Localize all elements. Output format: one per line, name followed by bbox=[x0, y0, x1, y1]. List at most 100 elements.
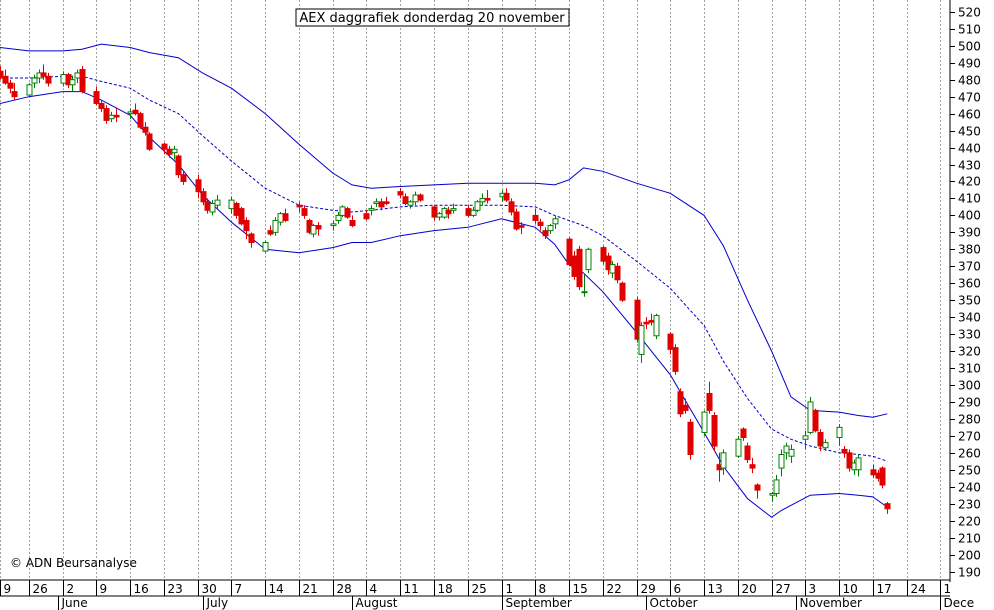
time-tick-label: 9 bbox=[4, 582, 12, 596]
candle bbox=[339, 205, 346, 218]
candle-body bbox=[113, 114, 120, 118]
candle bbox=[788, 444, 795, 463]
candle bbox=[93, 86, 100, 106]
candle bbox=[836, 423, 843, 447]
candle-body bbox=[69, 79, 76, 86]
candle-body bbox=[412, 194, 419, 203]
candle-body bbox=[474, 201, 481, 211]
candle-body bbox=[339, 206, 346, 216]
candle-body bbox=[267, 230, 274, 235]
candle bbox=[537, 218, 544, 231]
candle-body bbox=[614, 265, 621, 281]
candle bbox=[0, 66, 4, 80]
candle-body bbox=[262, 242, 269, 252]
candle bbox=[706, 381, 713, 414]
candle-body bbox=[778, 454, 785, 469]
candle bbox=[474, 200, 481, 212]
candle-body bbox=[672, 347, 679, 372]
candle bbox=[450, 203, 457, 214]
candle-body bbox=[619, 282, 626, 301]
candle bbox=[378, 198, 385, 211]
candle-body bbox=[383, 201, 390, 205]
price-tick-label: 230 bbox=[958, 498, 981, 512]
middle-band-line bbox=[0, 75, 888, 462]
candle-body bbox=[2, 75, 9, 84]
candle-body bbox=[783, 445, 790, 454]
candle-body bbox=[836, 426, 843, 439]
candle bbox=[248, 232, 255, 248]
candle-body bbox=[788, 448, 795, 457]
candle bbox=[518, 222, 525, 235]
candle bbox=[638, 322, 645, 363]
time-tick-label: 22 bbox=[607, 582, 622, 596]
candle-body bbox=[74, 72, 81, 79]
price-tick-label: 280 bbox=[958, 413, 981, 427]
candle bbox=[552, 215, 559, 229]
candle bbox=[282, 208, 289, 223]
candle-body bbox=[634, 299, 641, 340]
candle-body bbox=[638, 325, 645, 355]
candle-body bbox=[465, 208, 472, 216]
month-label: September bbox=[506, 596, 572, 610]
candle-body bbox=[706, 392, 713, 411]
month-label: June bbox=[61, 596, 88, 610]
candle-body bbox=[93, 91, 100, 104]
candle bbox=[272, 217, 279, 236]
candle-body bbox=[103, 108, 110, 121]
price-tick-label: 210 bbox=[958, 532, 981, 546]
candle-body bbox=[879, 467, 886, 486]
candle-body bbox=[335, 214, 342, 221]
price-tick-label: 400 bbox=[958, 209, 981, 223]
candle bbox=[301, 205, 308, 219]
candle bbox=[26, 83, 33, 97]
month-label: November bbox=[800, 596, 862, 610]
time-tick-label: 18 bbox=[438, 582, 453, 596]
price-tick-label: 330 bbox=[958, 328, 981, 342]
candle bbox=[344, 206, 351, 219]
candle-body bbox=[609, 264, 616, 274]
time-tick-label: 1 bbox=[944, 582, 952, 596]
candle bbox=[740, 427, 747, 441]
candle bbox=[161, 142, 168, 155]
candle bbox=[445, 206, 452, 219]
candle bbox=[417, 193, 424, 202]
candle bbox=[470, 206, 477, 218]
candle-body bbox=[98, 102, 105, 110]
candle bbox=[171, 145, 178, 160]
month-label: Dece bbox=[944, 596, 975, 610]
price-tick-label: 370 bbox=[958, 260, 981, 274]
time-tick-label: 27 bbox=[776, 582, 791, 596]
candle-body bbox=[571, 255, 578, 277]
candle-body bbox=[330, 223, 337, 227]
candle-body bbox=[884, 503, 891, 510]
candle-body bbox=[812, 409, 819, 432]
candle-body bbox=[643, 321, 650, 325]
candle bbox=[335, 211, 342, 224]
candle-body bbox=[373, 201, 380, 205]
candle-body bbox=[802, 435, 809, 440]
price-tick-label: 460 bbox=[958, 108, 981, 122]
candle-body bbox=[108, 114, 115, 120]
candle bbox=[363, 210, 370, 221]
candle bbox=[677, 388, 684, 418]
candle bbox=[884, 501, 891, 514]
candle-body bbox=[479, 197, 486, 203]
candle-body bbox=[204, 201, 211, 211]
price-tick-label: 490 bbox=[958, 57, 981, 71]
candle bbox=[619, 281, 626, 302]
candle-body bbox=[7, 82, 14, 89]
price-tick-label: 300 bbox=[958, 379, 981, 393]
lower-band-line bbox=[0, 91, 888, 518]
time-tick-label: 17 bbox=[877, 582, 892, 596]
candle-body bbox=[547, 225, 554, 232]
candle bbox=[40, 64, 47, 80]
time-tick-label: 16 bbox=[134, 582, 149, 596]
chart-title: AEX daggrafiek donderdag 20 november bbox=[299, 11, 565, 26]
time-tick-label: 6 bbox=[674, 582, 682, 596]
candle-body bbox=[581, 291, 588, 294]
candle bbox=[807, 396, 814, 435]
price-tick-label: 520 bbox=[958, 6, 981, 20]
bollinger-bands bbox=[0, 43, 888, 518]
candle bbox=[542, 227, 549, 240]
